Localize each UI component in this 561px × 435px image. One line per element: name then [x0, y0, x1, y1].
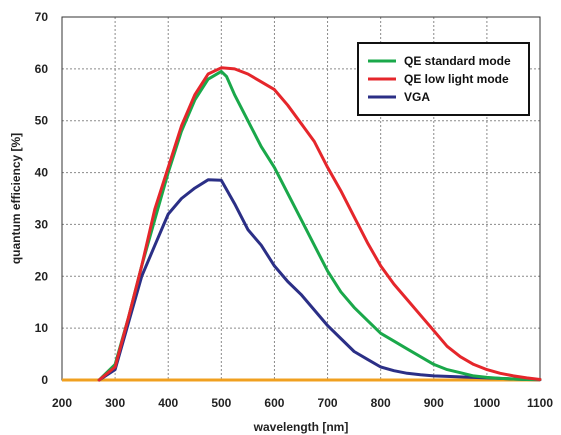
x-tick-label: 1000: [474, 396, 501, 410]
x-tick-label: 900: [424, 396, 444, 410]
x-tick-label: 500: [211, 396, 231, 410]
y-tick-label: 10: [35, 321, 49, 335]
y-tick-labels: 0 10 20 30 40 50 60 70: [35, 10, 49, 387]
legend-label: QE standard mode: [404, 54, 511, 68]
x-tick-label: 200: [52, 396, 72, 410]
x-tick-label: 800: [371, 396, 391, 410]
x-tick-label: 300: [105, 396, 125, 410]
series-line-vga: [97, 178, 542, 382]
x-axis-label: wavelength [nm]: [253, 420, 349, 434]
x-tick-label: 700: [318, 396, 338, 410]
x-tick-label: 1100: [527, 396, 553, 410]
x-tick-label: 400: [158, 396, 178, 410]
y-tick-label: 20: [35, 269, 49, 283]
x-tick-label: 600: [264, 396, 284, 410]
legend: QE standard mode QE low light mode VGA: [357, 42, 530, 116]
y-tick-label: 40: [35, 166, 49, 180]
y-tick-label: 30: [35, 217, 49, 231]
series-lines: [97, 66, 542, 382]
legend-label: QE low light mode: [404, 72, 509, 86]
y-tick-label: 0: [41, 373, 48, 387]
y-tick-label: 50: [35, 114, 49, 128]
y-tick-label: 70: [35, 10, 49, 24]
series-line-qe-low-light-mode: [97, 66, 542, 382]
y-tick-label: 60: [35, 62, 49, 76]
legend-label: VGA: [404, 90, 430, 104]
y-axis-label: quantum efficiency [%]: [9, 133, 23, 264]
x-tick-labels: 200 300 400 500 600 700 800 900 1000 1100: [52, 396, 553, 410]
series-line-qe-standard-mode: [97, 69, 542, 382]
